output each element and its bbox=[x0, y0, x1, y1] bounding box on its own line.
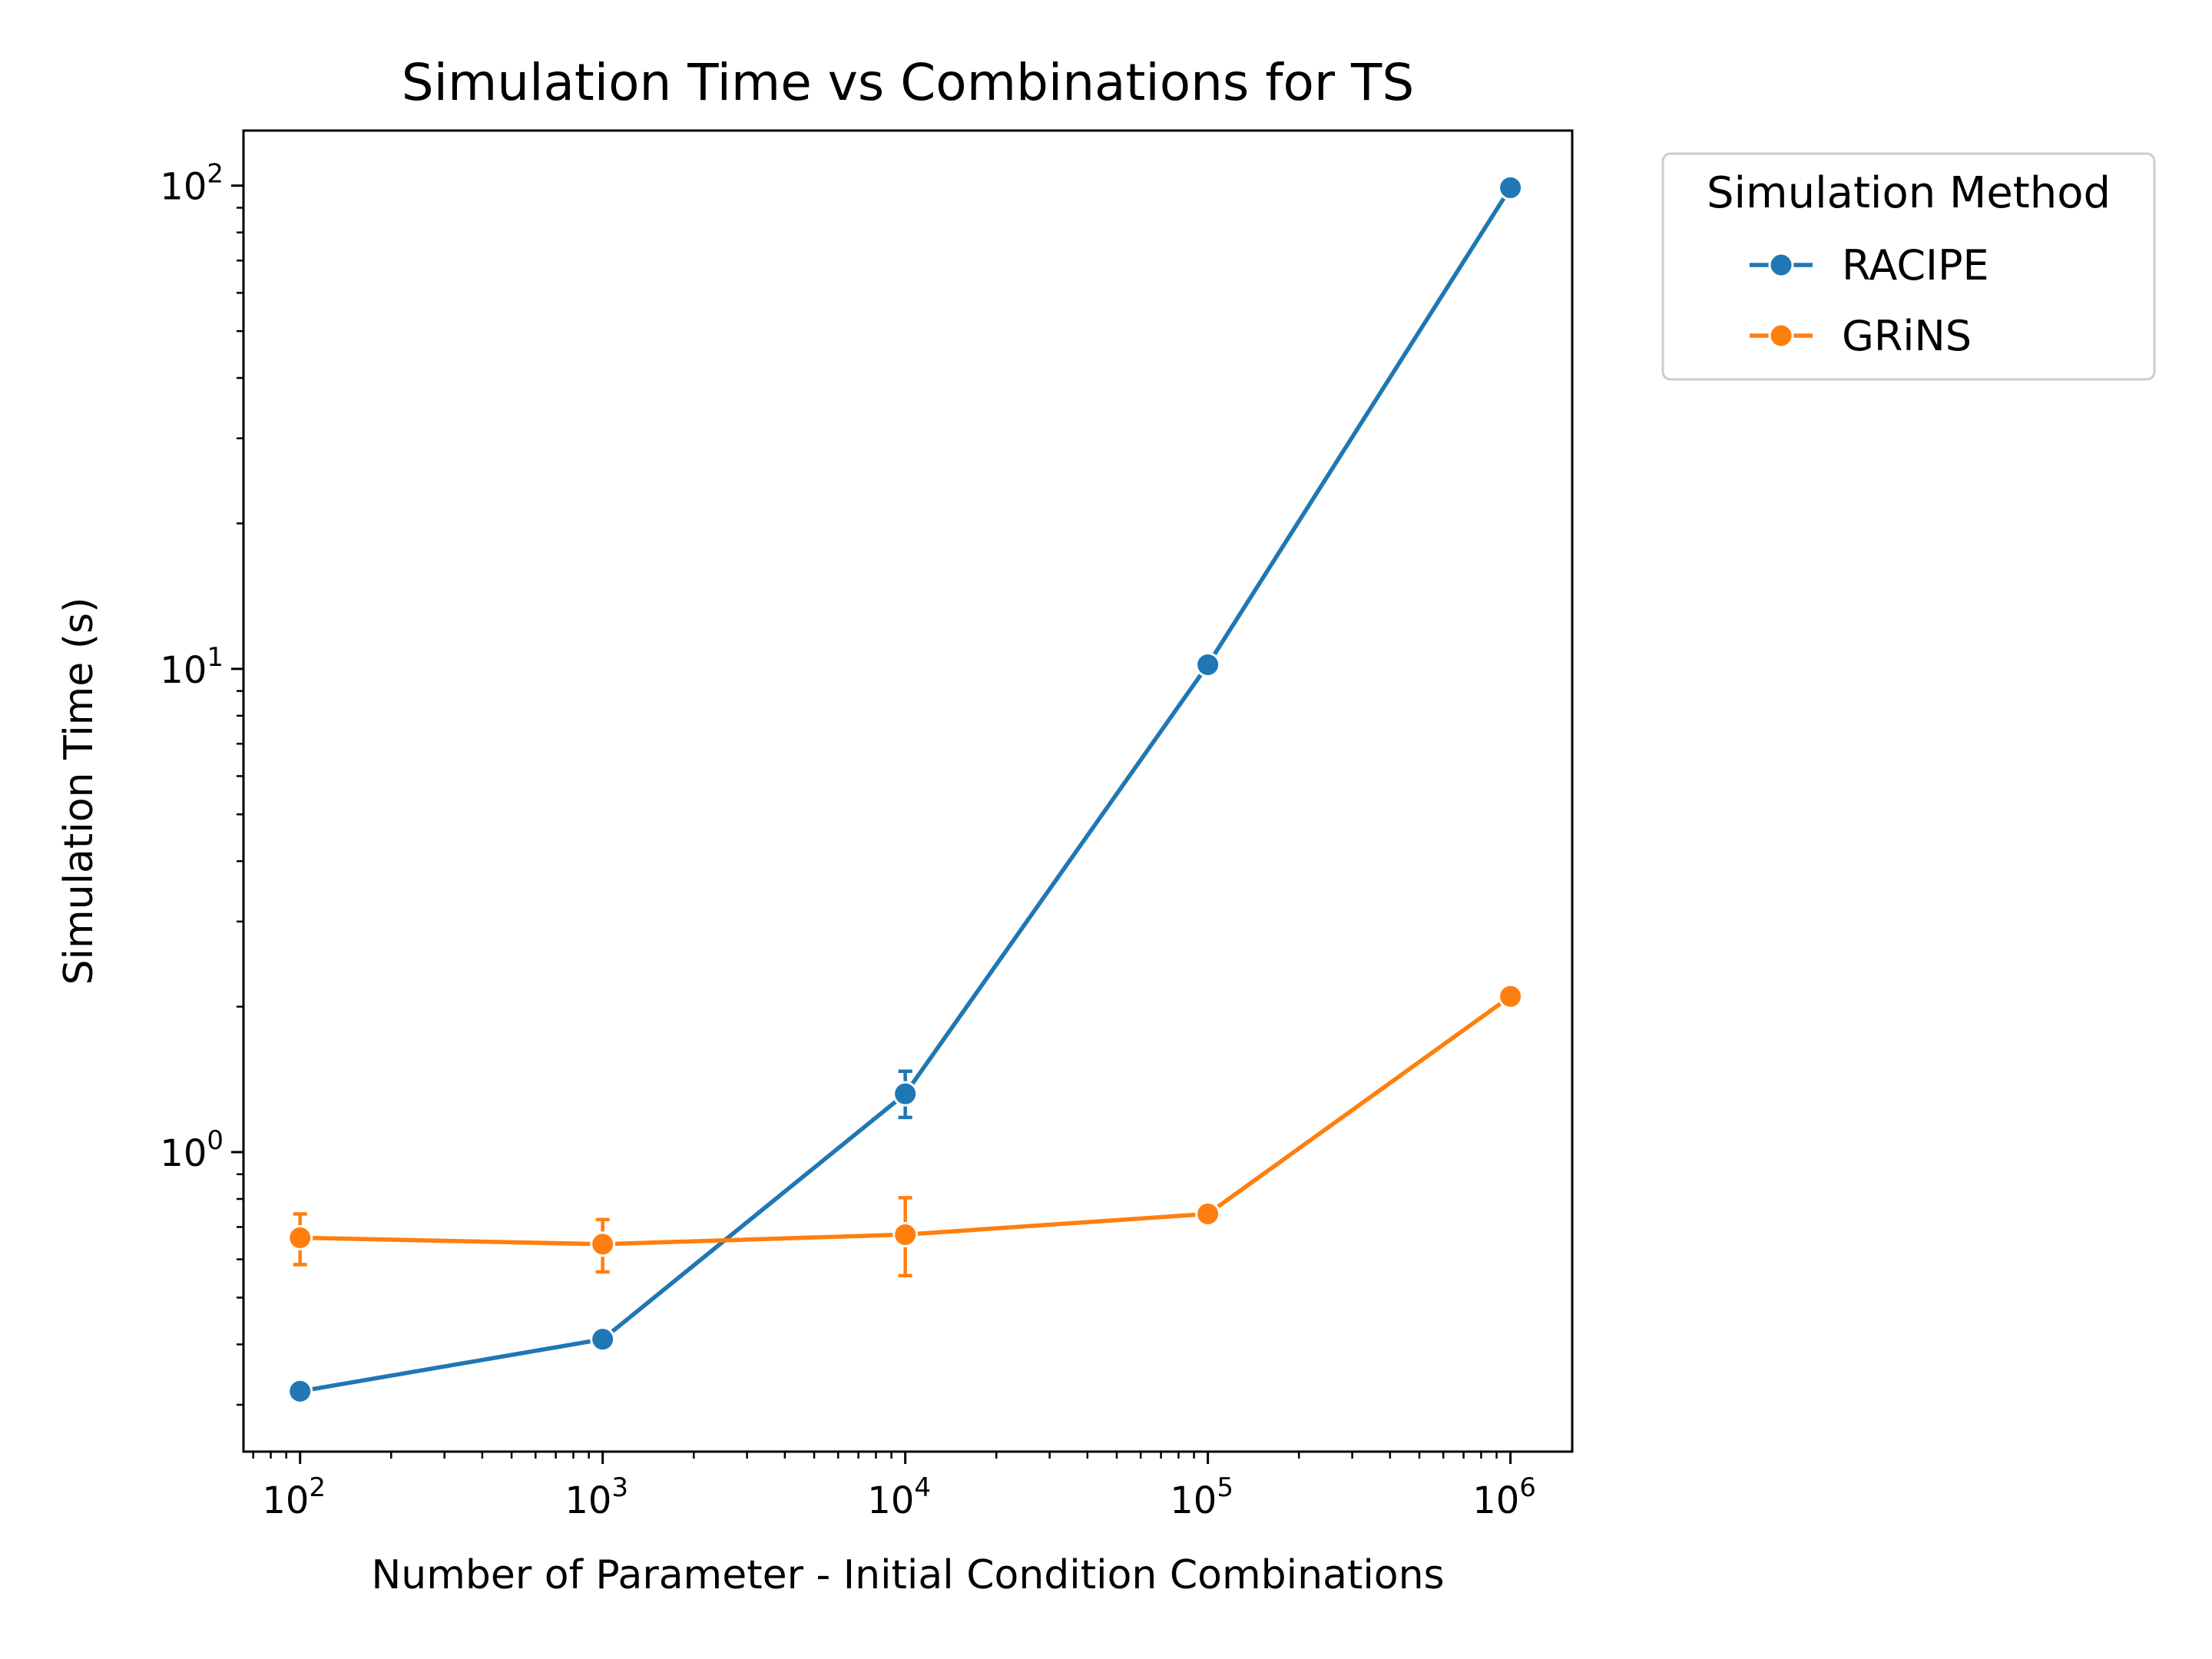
x-tick-exponent: 3 bbox=[611, 1472, 628, 1503]
y-tick-exponent: 2 bbox=[207, 159, 224, 190]
y-tick-label: 102 bbox=[160, 159, 224, 209]
series-racipe bbox=[287, 174, 1524, 1404]
x-tick-label: 105 bbox=[1170, 1472, 1233, 1522]
x-tick-exponent: 5 bbox=[1217, 1472, 1233, 1503]
plot-area bbox=[287, 174, 1524, 1404]
x-tick-base: 10 bbox=[867, 1479, 914, 1522]
x-tick-label: 106 bbox=[1472, 1472, 1536, 1522]
legend-items: RACIPE GRiNS bbox=[1750, 241, 1989, 360]
legend-title: Simulation Method bbox=[1707, 168, 2111, 218]
legend-item-grins: GRiNS bbox=[1750, 312, 1972, 360]
x-tick-base: 10 bbox=[565, 1479, 611, 1522]
data-point-grins bbox=[287, 1225, 313, 1251]
x-tick-exponent: 6 bbox=[1519, 1472, 1536, 1503]
x-tick-base: 10 bbox=[1472, 1479, 1519, 1522]
legend-label-grins: GRiNS bbox=[1842, 312, 1972, 360]
data-point-racipe bbox=[590, 1326, 616, 1353]
data-point-grins bbox=[892, 1221, 919, 1247]
y-tick-exponent: 1 bbox=[207, 642, 224, 673]
y-axis-label: Simulation Time (s) bbox=[56, 598, 102, 985]
legend-marker-grins bbox=[1768, 323, 1794, 349]
data-point-racipe bbox=[1498, 174, 1524, 200]
legend: Simulation Method RACIPE GRiNS bbox=[1661, 152, 2156, 381]
legend-box bbox=[1661, 152, 2156, 381]
x-axis-label: Number of Parameter - Initial Condition … bbox=[371, 1552, 1444, 1598]
data-point-racipe bbox=[1195, 651, 1221, 677]
x-tick-label: 103 bbox=[565, 1472, 628, 1522]
x-tick-exponent: 2 bbox=[309, 1472, 326, 1503]
x-tick-label: 102 bbox=[262, 1472, 326, 1522]
x-tick-base: 10 bbox=[262, 1479, 309, 1522]
legend-marker-racipe bbox=[1768, 252, 1794, 278]
y-tick-base: 10 bbox=[160, 166, 207, 209]
y-tick-label: 101 bbox=[160, 642, 224, 692]
x-tick-base: 10 bbox=[1170, 1479, 1217, 1522]
series-grins bbox=[287, 983, 1524, 1278]
x-tick-label: 104 bbox=[867, 1472, 931, 1522]
plot-frame bbox=[242, 129, 1574, 1453]
legend-item-racipe: RACIPE bbox=[1750, 241, 1989, 290]
y-tick-exponent: 0 bbox=[207, 1125, 224, 1156]
y-tick-label: 100 bbox=[160, 1125, 224, 1175]
data-point-grins bbox=[1195, 1200, 1221, 1227]
chart-title: Simulation Time vs Combinations for TS bbox=[402, 53, 1414, 112]
y-tick-base: 10 bbox=[160, 1132, 207, 1175]
x-tick-exponent: 4 bbox=[914, 1472, 931, 1503]
data-point-racipe bbox=[892, 1081, 919, 1107]
data-point-racipe bbox=[287, 1378, 313, 1404]
x-axis: 102 103 104 105 106 bbox=[252, 1452, 1536, 1522]
legend-label-racipe: RACIPE bbox=[1842, 241, 1989, 290]
data-point-grins bbox=[590, 1231, 616, 1257]
data-point-grins bbox=[1498, 983, 1524, 1009]
y-tick-base: 10 bbox=[160, 649, 207, 692]
